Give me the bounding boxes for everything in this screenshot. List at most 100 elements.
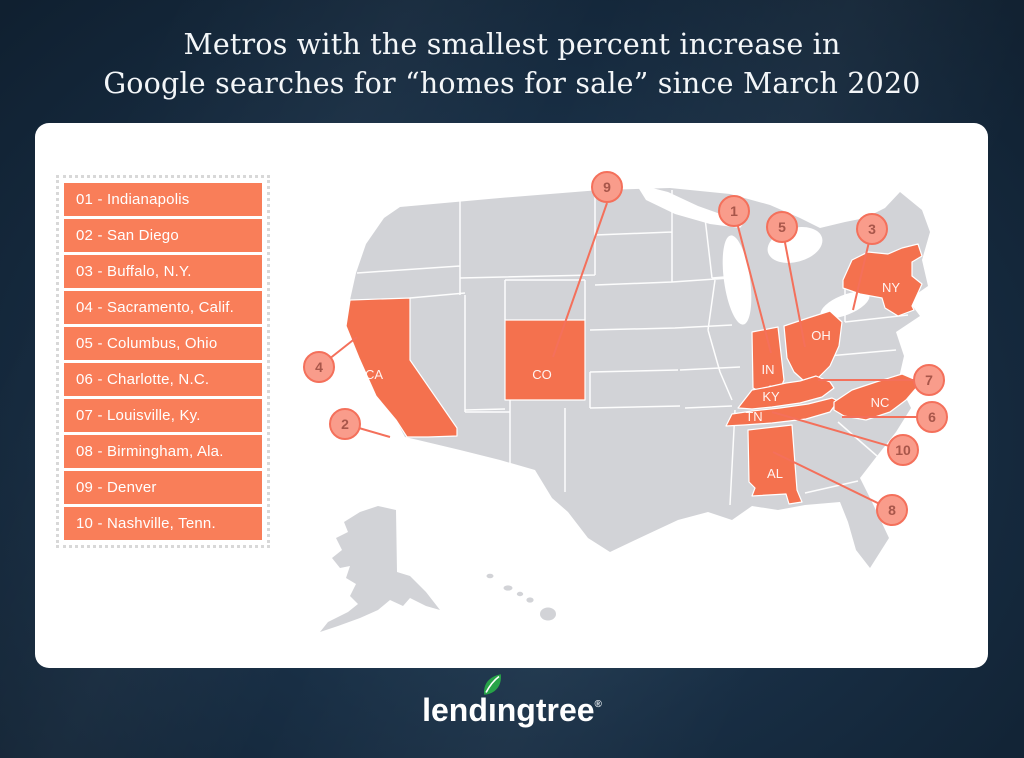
label-oh: OH bbox=[811, 328, 831, 343]
callout-circle bbox=[916, 401, 948, 433]
ranking-label: 01 - Indianapolis bbox=[76, 191, 190, 208]
callout-number: 8 bbox=[888, 502, 896, 518]
ranking-row: 03 - Buffalo, N.Y. bbox=[64, 255, 262, 288]
callout-4-badge: 4 bbox=[303, 351, 335, 383]
ranking-row: 01 - Indianapolis bbox=[64, 183, 262, 216]
us-map: 1 2 3 4 5 6 7 bbox=[303, 171, 948, 632]
ranking-row: 04 - Sacramento, Calif. bbox=[64, 291, 262, 324]
ranking-label: 09 - Denver bbox=[76, 479, 157, 496]
ranking-label: 04 - Sacramento, Calif. bbox=[76, 299, 234, 316]
state-tennessee bbox=[725, 397, 839, 427]
callout-10-line bbox=[771, 411, 904, 451]
callout-badges: 1 2 3 4 5 6 7 bbox=[303, 171, 948, 526]
state-border-lines bbox=[356, 190, 909, 506]
callout-circle bbox=[303, 351, 335, 383]
callout-circle bbox=[856, 213, 888, 245]
callout-number: 10 bbox=[895, 442, 911, 458]
ranking-row: 07 - Louisville, Ky. bbox=[64, 399, 262, 432]
callout-circle bbox=[876, 494, 908, 526]
callout-5-badge: 5 bbox=[766, 211, 798, 243]
ranking-label: 02 - San Diego bbox=[76, 227, 179, 244]
callout-circle bbox=[329, 408, 361, 440]
ranking-row: 09 - Denver bbox=[64, 471, 262, 504]
ranking-row: 06 - Charlotte, N.C. bbox=[64, 363, 262, 396]
ranking-row: 08 - Birmingham, Ala. bbox=[64, 435, 262, 468]
state-ohio bbox=[783, 310, 843, 382]
callout-3-badge: 3 bbox=[856, 213, 888, 245]
ranking-label: 03 - Buffalo, N.Y. bbox=[76, 263, 192, 280]
callout-1-badge: 1 bbox=[718, 195, 750, 227]
metro-ranking-list: 01 - Indianapolis 02 - San Diego 03 - Bu… bbox=[56, 175, 270, 548]
leaf-icon bbox=[483, 674, 501, 695]
ranking-row: 02 - San Diego bbox=[64, 219, 262, 252]
ranking-label: 07 - Louisville, Ky. bbox=[76, 407, 201, 424]
logo-text-part1: lend bbox=[422, 692, 488, 728]
hawaii-islands bbox=[486, 573, 556, 621]
callout-5-line bbox=[781, 226, 806, 348]
ranking-label: 05 - Columbus, Ohio bbox=[76, 335, 218, 352]
hawaii-island bbox=[486, 573, 494, 579]
callout-number: 7 bbox=[925, 372, 933, 388]
state-new-york bbox=[842, 243, 923, 317]
state-alabama bbox=[747, 424, 803, 505]
title-line-1: Metros with the smallest percent increas… bbox=[183, 28, 841, 61]
callout-2-badge: 2 bbox=[329, 408, 361, 440]
callout-circle bbox=[766, 211, 798, 243]
callout-7-badge: 7 bbox=[913, 364, 945, 396]
callout-9-badge: 9 bbox=[591, 171, 623, 203]
hawaii-island bbox=[503, 585, 513, 591]
lendingtree-wordmark: lendı ngtree® bbox=[422, 674, 602, 729]
callout-circle bbox=[913, 364, 945, 396]
state-labels: CA CO IN OH KY TN NC AL NY bbox=[365, 280, 900, 481]
label-tn: TN bbox=[745, 409, 762, 424]
callout-number: 6 bbox=[928, 409, 936, 425]
alaska-silhouette bbox=[320, 506, 440, 632]
callout-number: 1 bbox=[730, 203, 738, 219]
hawaii-island bbox=[526, 597, 534, 603]
label-nc: NC bbox=[871, 395, 890, 410]
ranking-row: 10 - Nashville, Tenn. bbox=[64, 507, 262, 540]
callout-number: 5 bbox=[778, 219, 786, 235]
page-title: Metros with the smallest percent increas… bbox=[0, 25, 1024, 103]
state-indiana bbox=[751, 326, 785, 394]
state-north-carolina bbox=[833, 373, 919, 421]
lake-michigan bbox=[722, 235, 752, 325]
registered-mark: ® bbox=[594, 699, 602, 710]
infographic-card: 01 - Indianapolis 02 - San Diego 03 - Bu… bbox=[35, 123, 988, 668]
callout-10-badge: 10 bbox=[887, 434, 919, 466]
callout-number: 9 bbox=[603, 179, 611, 195]
callout-number: 3 bbox=[868, 221, 876, 237]
label-ca: CA bbox=[365, 367, 383, 382]
logo-letter-i: ı bbox=[483, 674, 501, 728]
label-ky: KY bbox=[762, 389, 780, 404]
logo-text-part3: ngtree bbox=[496, 692, 595, 728]
callout-8-badge: 8 bbox=[876, 494, 908, 526]
callout-6-badge: 6 bbox=[916, 401, 948, 433]
ranking-label: 08 - Birmingham, Ala. bbox=[76, 443, 224, 460]
lake-erie bbox=[820, 291, 870, 319]
state-colorado bbox=[504, 319, 586, 401]
label-co: CO bbox=[532, 367, 552, 382]
label-al: AL bbox=[767, 466, 783, 481]
title-line-2: Google searches for “homes for sale” sin… bbox=[103, 67, 921, 100]
lendingtree-logo: lendı ngtree® bbox=[0, 674, 1024, 729]
callout-circle bbox=[591, 171, 623, 203]
ranking-label: 06 - Charlotte, N.C. bbox=[76, 371, 210, 388]
logo-dotless-i: ı bbox=[487, 692, 497, 728]
callout-circle bbox=[718, 195, 750, 227]
ranking-row: 05 - Columbus, Ohio bbox=[64, 327, 262, 360]
hawaii-island bbox=[516, 591, 524, 597]
state-kentucky bbox=[737, 375, 835, 410]
highlighted-states bbox=[345, 243, 923, 505]
callout-8-line bbox=[772, 451, 893, 511]
us-lower48-silhouette bbox=[346, 188, 930, 568]
callout-9-line bbox=[552, 202, 608, 358]
callout-circle bbox=[887, 434, 919, 466]
callout-1-line bbox=[733, 210, 772, 354]
state-california bbox=[345, 297, 458, 438]
label-ny: NY bbox=[882, 280, 900, 295]
ranking-label: 10 - Nashville, Tenn. bbox=[76, 515, 216, 532]
hawaii-island bbox=[540, 607, 556, 621]
callout-number: 2 bbox=[341, 416, 349, 432]
callout-number: 4 bbox=[315, 359, 323, 375]
